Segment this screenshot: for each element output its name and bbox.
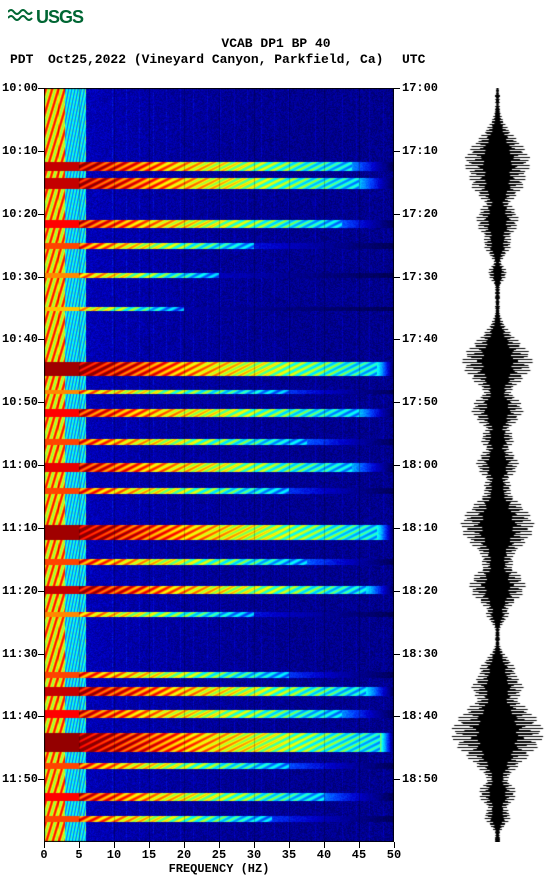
- freq-tick: 20: [177, 848, 191, 862]
- tick-mark: [394, 277, 400, 278]
- freq-tick: 5: [75, 848, 82, 862]
- freq-tick: 25: [212, 848, 226, 862]
- freq-tick: 15: [142, 848, 156, 862]
- x-axis-label: FREQUENCY (HZ): [44, 862, 394, 876]
- right-time-tick: 17:10: [402, 144, 438, 158]
- left-time-tick: 11:10: [2, 521, 38, 535]
- right-time-tick: 18:50: [402, 772, 438, 786]
- tick-mark: [38, 779, 44, 780]
- tick-mark: [38, 339, 44, 340]
- freq-tick: 30: [247, 848, 261, 862]
- left-time-tick: 10:30: [2, 270, 38, 284]
- left-time-tick: 11:50: [2, 772, 38, 786]
- right-time-tick: 18:20: [402, 584, 438, 598]
- tick-mark: [394, 654, 400, 655]
- freq-tick: 40: [317, 848, 331, 862]
- left-time-tick: 11:20: [2, 584, 38, 598]
- left-time-tick: 10:00: [2, 81, 38, 95]
- left-timezone: PDT: [10, 52, 33, 67]
- right-time-tick: 18:30: [402, 647, 438, 661]
- tick-mark: [324, 842, 325, 848]
- freq-tick: 50: [387, 848, 401, 862]
- tick-mark: [114, 842, 115, 848]
- tick-mark: [149, 842, 150, 848]
- tick-mark: [38, 591, 44, 592]
- left-time-tick: 10:50: [2, 395, 38, 409]
- freq-tick: 45: [352, 848, 366, 862]
- tick-mark: [79, 842, 80, 848]
- tick-mark: [38, 716, 44, 717]
- right-time-tick: 18:40: [402, 709, 438, 723]
- left-time-tick: 11:30: [2, 647, 38, 661]
- tick-mark: [38, 88, 44, 89]
- tick-mark: [394, 402, 400, 403]
- tick-mark: [289, 842, 290, 848]
- date-location: Oct25,2022 (Vineyard Canyon, Parkfield, …: [48, 52, 383, 67]
- right-time-tick: 17:50: [402, 395, 438, 409]
- right-time-tick: 18:00: [402, 458, 438, 472]
- logo-waves-icon: [8, 6, 34, 29]
- tick-mark: [394, 88, 400, 89]
- tick-mark: [394, 779, 400, 780]
- tick-mark: [38, 277, 44, 278]
- right-timezone: UTC: [402, 52, 425, 67]
- right-time-tick: 18:10: [402, 521, 438, 535]
- tick-mark: [394, 591, 400, 592]
- left-time-tick: 10:20: [2, 207, 38, 221]
- tick-mark: [254, 842, 255, 848]
- tick-mark: [38, 402, 44, 403]
- tick-mark: [38, 528, 44, 529]
- freq-tick: 10: [107, 848, 121, 862]
- tick-mark: [38, 151, 44, 152]
- right-time-tick: 17:20: [402, 207, 438, 221]
- tick-mark: [394, 151, 400, 152]
- spectrogram-plot: [44, 88, 394, 842]
- tick-mark: [359, 842, 360, 848]
- tick-mark: [184, 842, 185, 848]
- logo-text: USGS: [36, 7, 83, 28]
- tick-mark: [394, 339, 400, 340]
- left-time-tick: 10:10: [2, 144, 38, 158]
- tick-mark: [38, 654, 44, 655]
- left-time-tick: 11:00: [2, 458, 38, 472]
- left-time-tick: 10:40: [2, 332, 38, 346]
- seismogram-trace: [450, 88, 545, 842]
- plot-title: VCAB DP1 BP 40: [0, 36, 552, 51]
- usgs-logo: USGS: [8, 6, 83, 29]
- tick-mark: [394, 716, 400, 717]
- tick-mark: [219, 842, 220, 848]
- tick-mark: [38, 214, 44, 215]
- tick-mark: [38, 465, 44, 466]
- right-time-tick: 17:00: [402, 81, 438, 95]
- tick-mark: [394, 842, 395, 848]
- tick-mark: [394, 528, 400, 529]
- right-time-tick: 17:30: [402, 270, 438, 284]
- tick-mark: [394, 465, 400, 466]
- right-time-tick: 17:40: [402, 332, 438, 346]
- freq-tick: 0: [40, 848, 47, 862]
- left-time-tick: 11:40: [2, 709, 38, 723]
- tick-mark: [394, 214, 400, 215]
- tick-mark: [44, 842, 45, 848]
- freq-tick: 35: [282, 848, 296, 862]
